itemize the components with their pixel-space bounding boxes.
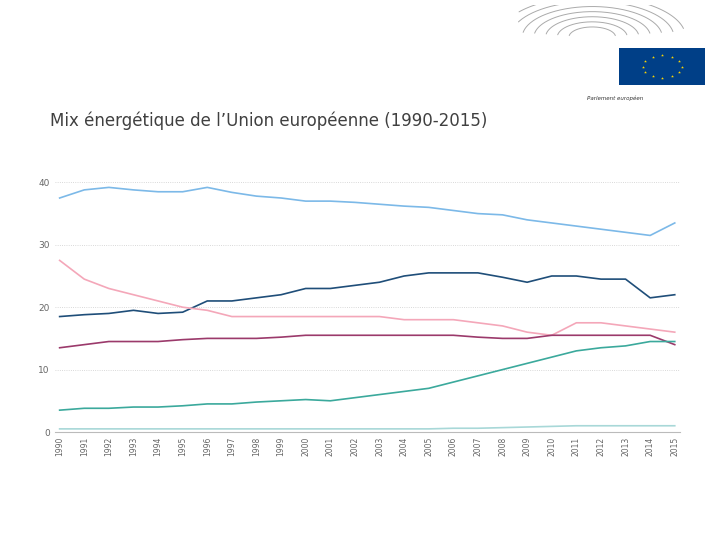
Text: Parlement européen: Parlement européen bbox=[588, 95, 644, 100]
Bar bbox=[619, 49, 705, 85]
Text: Mix énergétique de l’Union européenne (1990-2015): Mix énergétique de l’Union européenne (1… bbox=[50, 111, 487, 130]
Text: 27/11/2020: 27/11/2020 bbox=[518, 504, 577, 514]
Text: 2: 2 bbox=[692, 504, 698, 514]
Text: EPRS |   Table ronde ‘Énergies renouvelables’: EPRS | Table ronde ‘Énergies renouvelabl… bbox=[22, 503, 257, 515]
